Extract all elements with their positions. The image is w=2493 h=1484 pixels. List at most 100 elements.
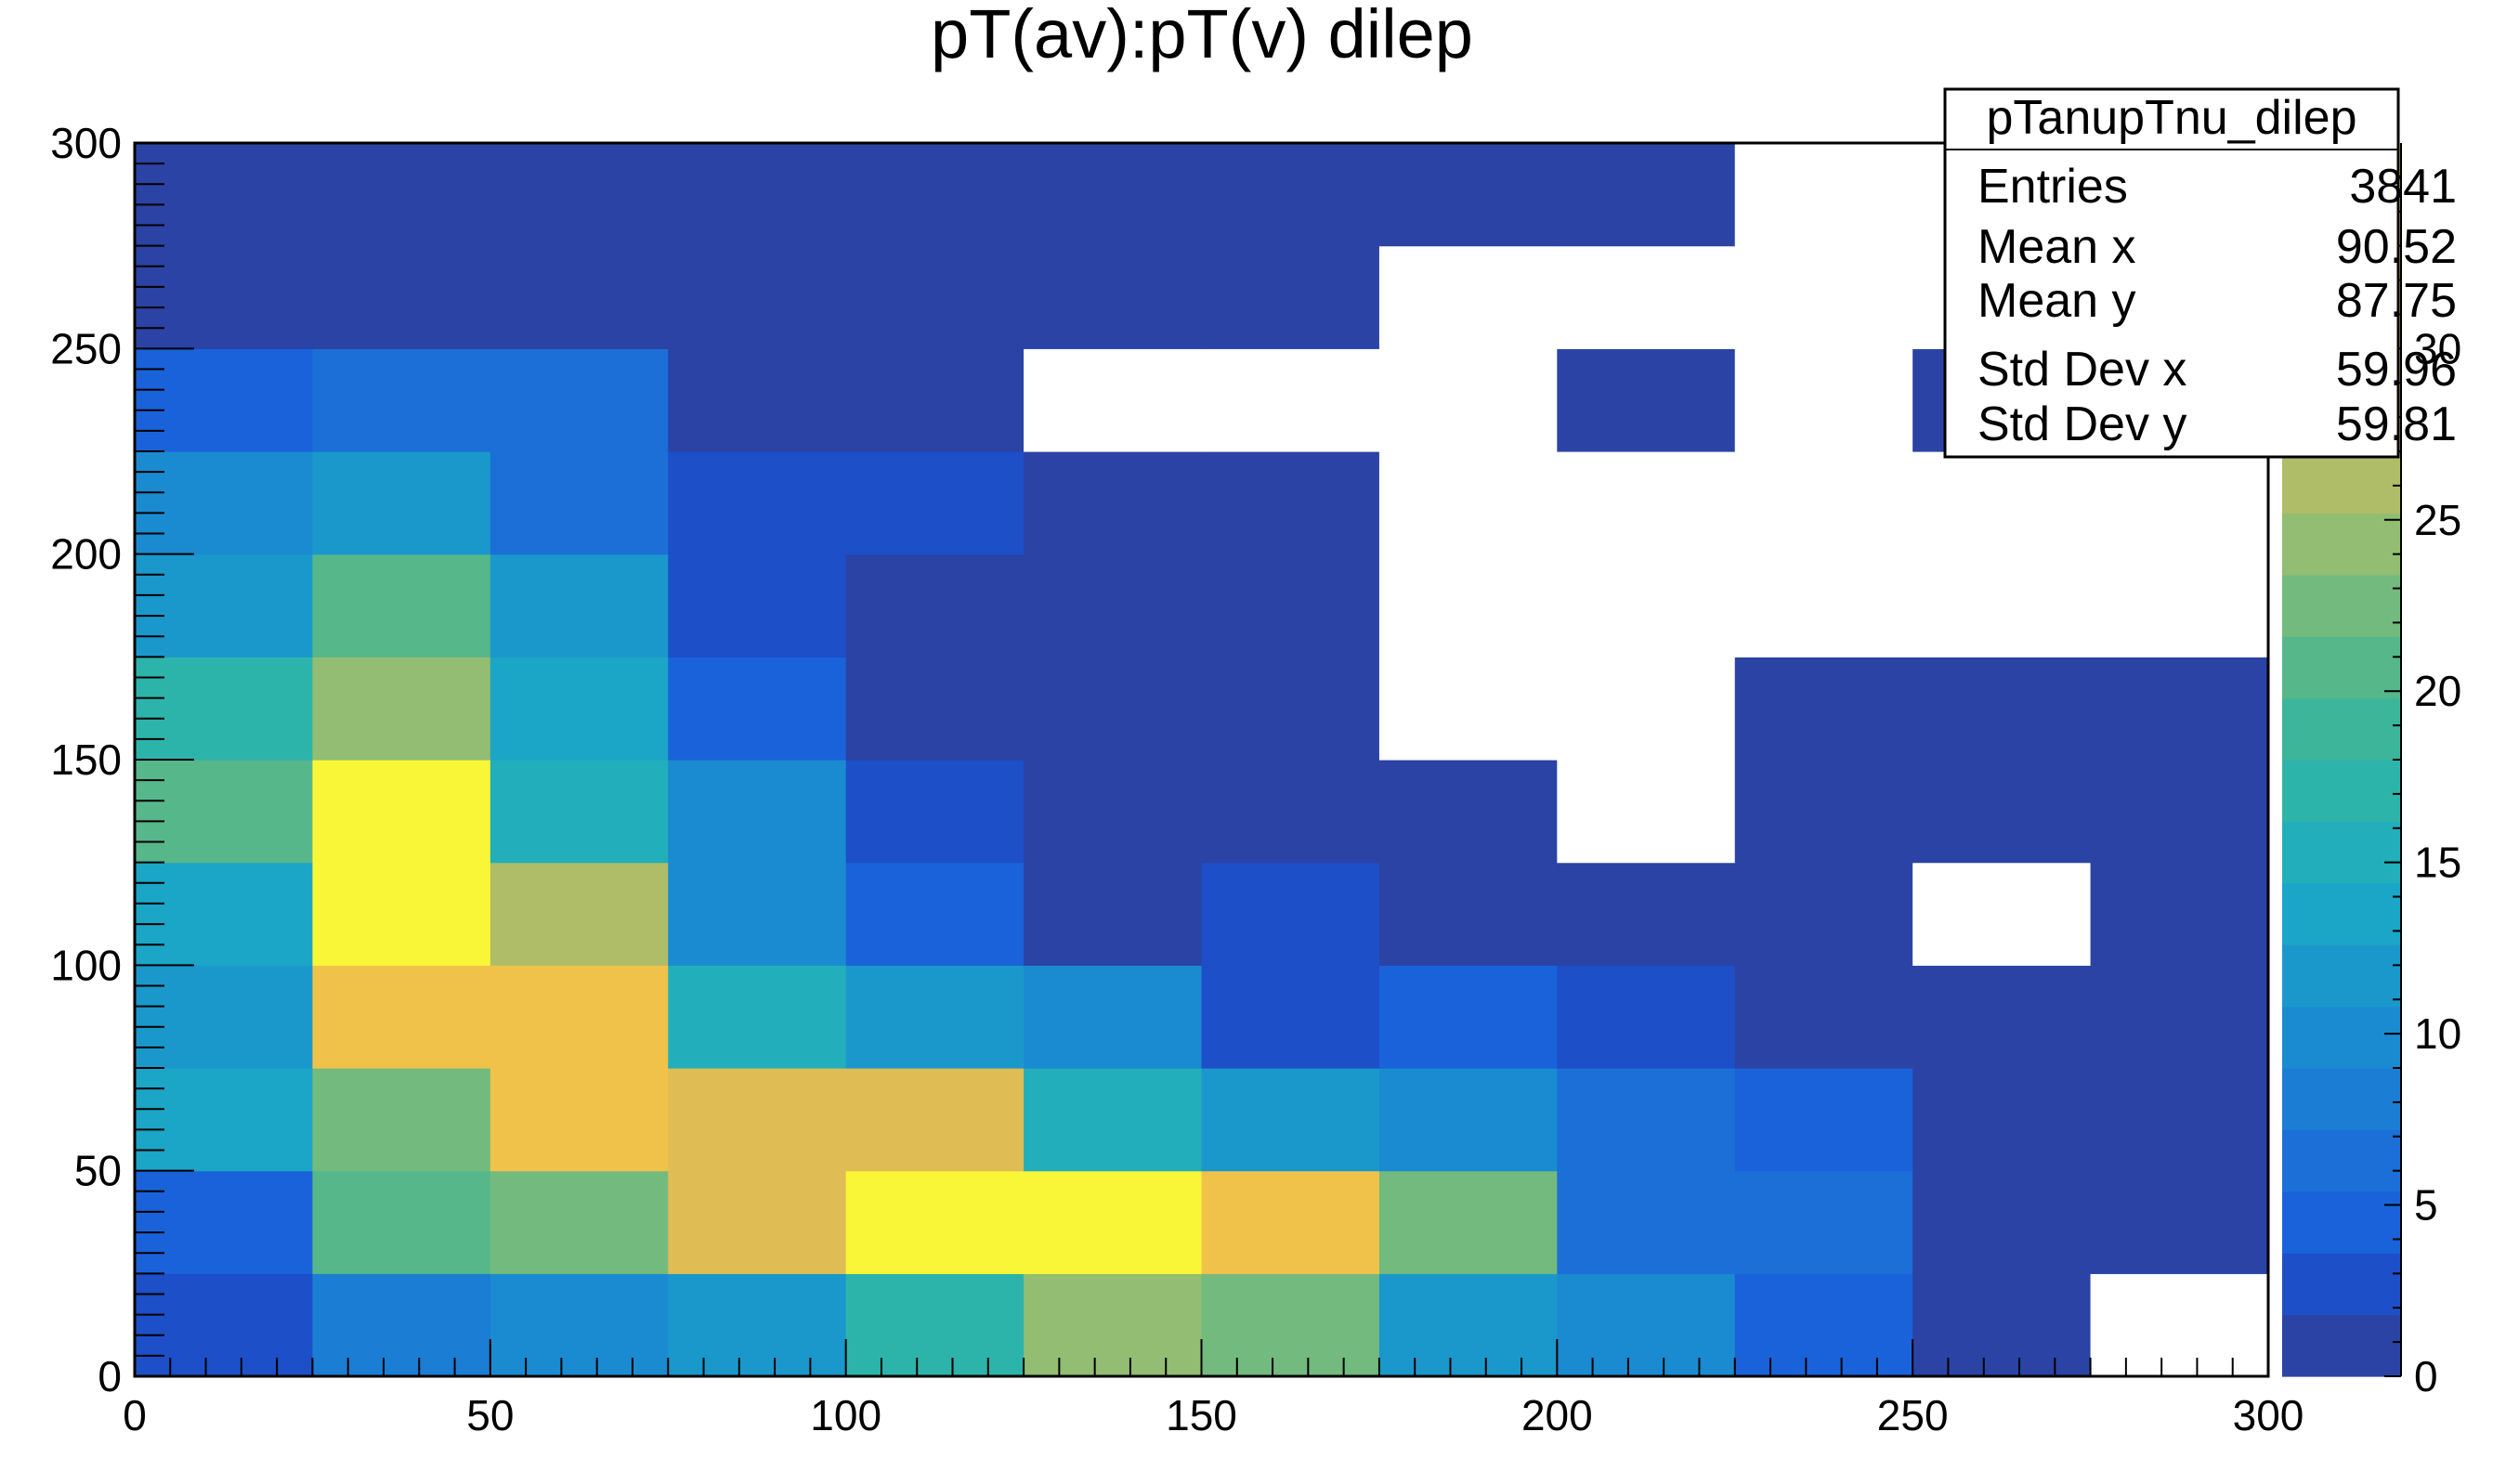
heatmap-cell: [1912, 1068, 2092, 1172]
heatmap-cell: [668, 760, 847, 864]
palette-swatch: [2282, 574, 2401, 637]
palette-swatch: [2282, 1191, 2401, 1254]
heatmap-cell: [1201, 1068, 1380, 1172]
heatmap-cell: [845, 965, 1025, 1069]
heatmap-cell: [135, 657, 314, 761]
heatmap-cells: [135, 143, 2269, 1377]
heatmap-cell: [2090, 862, 2269, 966]
palette-tick-label: 15: [2414, 839, 2461, 887]
heatmap-cell: [1201, 143, 1380, 247]
heatmap-cell: [1378, 657, 1558, 761]
heatmap-cell: [1912, 965, 2092, 1069]
heatmap-cell: [668, 862, 847, 966]
palette-swatch: [2282, 451, 2401, 514]
heatmap-cell: [1912, 451, 2092, 555]
heatmap-cell: [135, 143, 314, 247]
palette-swatch: [2282, 1006, 2401, 1069]
heatmap-cell: [135, 451, 314, 555]
heatmap-cell: [1378, 143, 1558, 247]
heatmap-cell: [668, 348, 847, 452]
stats-row-value: 59.96: [2336, 343, 2457, 397]
palette-tick-label: 20: [2414, 667, 2461, 715]
heatmap-cell: [668, 1170, 847, 1274]
palette-swatch: [2282, 882, 2401, 945]
heatmap-cell: [1024, 348, 1203, 452]
heatmap-cell: [1024, 862, 1203, 966]
heatmap-cell: [1557, 760, 1736, 864]
heatmap-cell: [1201, 1170, 1380, 1274]
heatmap-cell: [845, 760, 1025, 864]
heatmap-cell: [1378, 1068, 1558, 1172]
x-axis: 0 50 100 150 200 250 300: [123, 1339, 2304, 1439]
heatmap-cell: [668, 451, 847, 555]
stats-box-name: pTanupTnu_dilep: [1987, 91, 2357, 145]
heatmap-cell: [1201, 862, 1380, 966]
heatmap-cell: [2090, 965, 2269, 1069]
heatmap-cell: [1734, 1170, 1913, 1274]
heatmap-cell: [135, 553, 314, 657]
stats-row-value: 87.75: [2336, 274, 2457, 328]
heatmap-cell: [1734, 760, 1913, 864]
y-axis: 0 50 100 150 200 250 300: [50, 119, 194, 1400]
heatmap-cell: [1024, 451, 1203, 555]
heatmap-cell: [668, 1273, 847, 1377]
heatmap-cell: [1201, 965, 1380, 1069]
x-tick-label: 200: [1521, 1391, 1593, 1439]
y-tick-label: 150: [50, 735, 122, 784]
heatmap-cell: [845, 862, 1025, 966]
heatmap-cell: [1557, 965, 1736, 1069]
heatmap-cell: [1024, 657, 1203, 761]
stats-row-label: Entries: [1977, 160, 2128, 214]
stats-row-label: Mean y: [1977, 274, 2136, 328]
heatmap-cell: [668, 657, 847, 761]
heatmap-cell: [312, 1273, 491, 1377]
heatmap-cell: [1912, 1170, 2092, 1274]
heatmap-cell: [312, 1170, 491, 1274]
heatmap-cell: [2090, 1273, 2269, 1377]
y-tick-label: 0: [98, 1352, 122, 1400]
x-tick-label: 150: [1166, 1391, 1237, 1439]
heatmap-cell: [1378, 245, 1558, 349]
heatmap-cell: [312, 348, 491, 452]
heatmap-cell: [845, 451, 1025, 555]
heatmap-cell: [2090, 657, 2269, 761]
heatmap-cell: [489, 1068, 669, 1172]
heatmap-cell: [1557, 862, 1736, 966]
heatmap-cell: [1557, 451, 1736, 555]
heatmap-cell: [845, 245, 1025, 349]
heatmap-cell: [1912, 760, 2092, 864]
stats-row-label: Std Dev x: [1977, 343, 2186, 397]
palette-tick-label: 30: [2414, 324, 2461, 372]
heatmap-cell: [1201, 760, 1380, 864]
heatmap-cell: [1201, 451, 1380, 555]
heatmap-cell: [135, 348, 314, 452]
heatmap-cell: [1378, 1170, 1558, 1274]
heatmap-cell: [668, 965, 847, 1069]
x-tick-label: 100: [810, 1391, 881, 1439]
palette-tick-label: 0: [2414, 1352, 2438, 1400]
heatmap-cell: [489, 553, 669, 657]
heatmap-cell: [668, 1068, 847, 1172]
stats-row-value: 59.81: [2336, 397, 2457, 451]
palette-swatch: [2282, 513, 2401, 576]
y-tick-label: 250: [50, 324, 122, 372]
heatmap-cell: [1557, 657, 1736, 761]
heatmap-cell: [1912, 1273, 2092, 1377]
heatmap-cell: [1378, 760, 1558, 864]
heatmap-cell: [1024, 1273, 1203, 1377]
palette-swatch: [2282, 697, 2401, 761]
palette-swatch: [2282, 821, 2401, 884]
heatmap-cell: [135, 760, 314, 864]
heatmap-cell: [135, 965, 314, 1069]
x-tick-label: 250: [1877, 1391, 1949, 1439]
heatmap-cell: [1201, 553, 1380, 657]
palette-swatch: [2282, 944, 2401, 1008]
heatmap-cell: [489, 1170, 669, 1274]
heatmap-cell: [135, 1068, 314, 1172]
heatmap-cell: [1734, 451, 1913, 555]
heatmap-cell: [489, 862, 669, 966]
heatmap-cell: [1734, 1273, 1913, 1377]
palette-swatch: [2282, 1068, 2401, 1130]
heatmap-cell: [135, 245, 314, 349]
